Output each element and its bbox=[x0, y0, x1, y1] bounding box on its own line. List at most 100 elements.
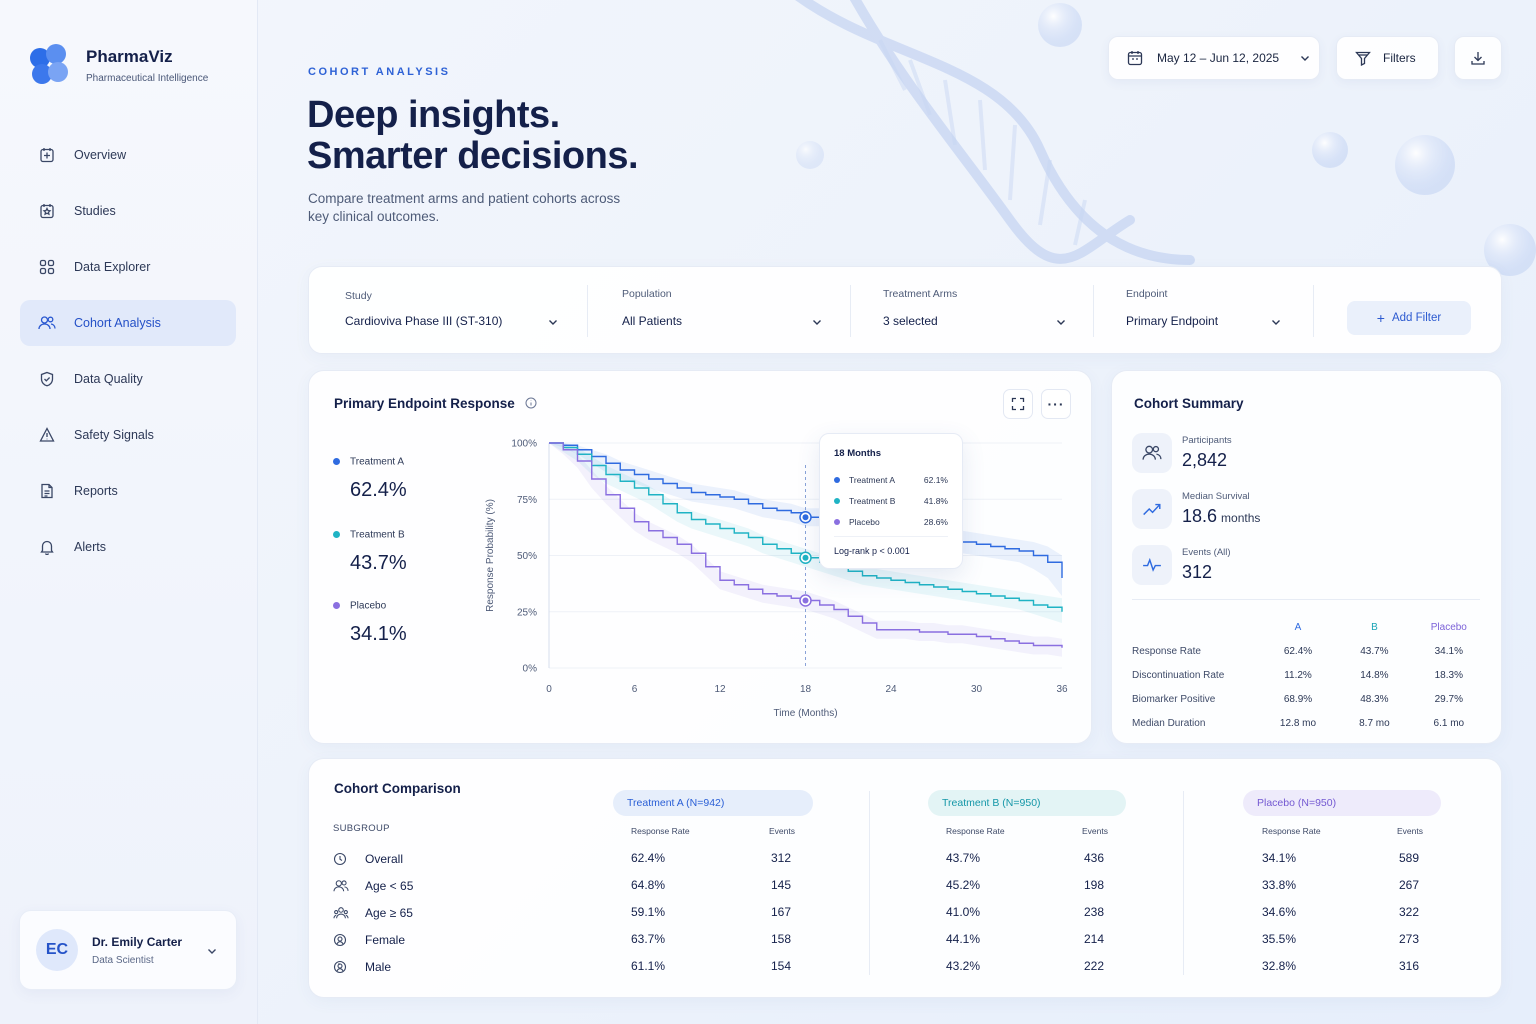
x-tick-label: 6 bbox=[632, 684, 638, 695]
calendar-icon bbox=[1127, 50, 1143, 66]
download-button[interactable] bbox=[1454, 36, 1502, 80]
summary-row-label: Response Rate bbox=[1132, 645, 1201, 657]
filter-label: Endpoint bbox=[1126, 288, 1168, 300]
hover-point bbox=[802, 597, 809, 604]
stat-value: 2,842 bbox=[1182, 450, 1232, 471]
sidebar-item-reports[interactable]: Reports bbox=[20, 468, 236, 514]
add-filter-button[interactable]: + Add Filter bbox=[1347, 301, 1471, 335]
response-rate-cell: 32.8% bbox=[1262, 959, 1297, 973]
study-filter[interactable]: Study Cardioviva Phase III (ST-310) bbox=[345, 267, 565, 355]
summary-cell: 43.7% bbox=[1360, 645, 1389, 657]
expand-icon bbox=[1011, 397, 1025, 411]
events-cell: 267 bbox=[1399, 878, 1420, 892]
expand-button[interactable] bbox=[1003, 389, 1033, 419]
filters-label: Filters bbox=[1383, 51, 1416, 65]
subgroup-label: Male bbox=[365, 960, 392, 974]
legend-dot bbox=[834, 476, 840, 483]
stat-label: Events (All) bbox=[1182, 547, 1231, 558]
legend-dot bbox=[333, 602, 340, 610]
events-cell: 316 bbox=[1399, 959, 1420, 973]
trend-up-icon bbox=[1132, 489, 1172, 529]
tooltip-row: Placebo 28.6% bbox=[834, 511, 948, 532]
sidebar-item-data-explorer[interactable]: Data Explorer bbox=[20, 244, 236, 290]
column-header: Response Rate bbox=[631, 826, 690, 836]
legend-name: Treatment A bbox=[350, 456, 405, 468]
sidebar-item-alerts[interactable]: Alerts bbox=[20, 524, 236, 570]
legend-item-treatment-a: Treatment A 62.4% bbox=[333, 453, 407, 502]
summary-cell: 68.9% bbox=[1283, 693, 1313, 705]
table-row[interactable]: Female bbox=[333, 931, 405, 949]
more-options-button[interactable]: ··· bbox=[1041, 389, 1071, 419]
brand[interactable]: PharmaViz Pharmaceutical Intelligence bbox=[30, 44, 208, 86]
table-row[interactable]: Age < 65 bbox=[333, 877, 413, 895]
tooltip-row: Treatment A 62.1% bbox=[834, 469, 948, 490]
filters-button[interactable]: Filters bbox=[1336, 36, 1439, 80]
stat-value: 18.6 months bbox=[1182, 506, 1260, 527]
column-header-placebo: Placebo bbox=[1430, 621, 1467, 633]
survival-chart[interactable]: 0% 25% 50% 75% 100% 0 6 12 18 24 30 36 Time (Months)… bbox=[309, 371, 1093, 745]
bell-icon bbox=[38, 538, 56, 556]
sidebar-item-studies[interactable]: Studies bbox=[20, 188, 236, 234]
events-cell: 154 bbox=[771, 959, 792, 973]
shield-check-icon bbox=[38, 370, 56, 388]
series-line-1 bbox=[549, 442, 1063, 578]
events-cell: 167 bbox=[771, 905, 792, 919]
filter-label: Population bbox=[622, 288, 672, 300]
response-rate-cell: 43.7% bbox=[946, 851, 981, 865]
divider bbox=[587, 285, 588, 337]
sidebar-item-label: Overview bbox=[74, 148, 127, 162]
divider bbox=[1093, 285, 1094, 337]
alert-icon bbox=[38, 426, 56, 444]
sidebar-item-cohort-analysis[interactable]: Cohort Analysis bbox=[20, 300, 236, 346]
card-title: Primary Endpoint Response bbox=[334, 396, 537, 412]
brand-tagline: Pharmaceutical Intelligence bbox=[86, 72, 209, 84]
stat-value: 312 bbox=[1182, 562, 1231, 583]
users-icon bbox=[1132, 433, 1172, 473]
events-cell: 589 bbox=[1399, 851, 1420, 865]
response-rate-cell: 45.2% bbox=[946, 878, 981, 892]
x-tick-label: 18 bbox=[800, 684, 812, 695]
filter-value: All Patients bbox=[622, 314, 683, 328]
response-rate-cell: 43.2% bbox=[946, 959, 981, 973]
x-tick-label: 30 bbox=[971, 684, 983, 695]
sidebar-item-overview[interactable]: Overview bbox=[20, 132, 236, 178]
sidebar-item-label: Safety Signals bbox=[74, 428, 154, 442]
events-cell: 273 bbox=[1399, 932, 1420, 946]
subgroup-label: Female bbox=[365, 933, 406, 947]
filter-value: Cardioviva Phase III (ST-310) bbox=[345, 314, 503, 328]
brand-name: PharmaViz bbox=[86, 46, 173, 66]
users-icon bbox=[333, 879, 351, 893]
endpoint-filter[interactable]: Endpoint Primary Endpoint bbox=[1126, 267, 1296, 355]
grid-icon bbox=[38, 258, 56, 276]
avatar: EC bbox=[36, 929, 78, 971]
sidebar-item-data-quality[interactable]: Data Quality bbox=[20, 356, 236, 402]
tooltip-title: 18 Months bbox=[834, 448, 881, 459]
page-title: Deep insights. Smarter decisions. bbox=[307, 95, 639, 177]
brand-logo-icon bbox=[30, 44, 72, 86]
chevron-down-icon bbox=[811, 315, 823, 333]
response-rate-cell: 64.8% bbox=[631, 878, 666, 892]
group-header-placebo: Placebo (N=950) bbox=[1243, 790, 1441, 816]
sidebar-item-label: Data Quality bbox=[74, 372, 143, 386]
info-icon[interactable] bbox=[525, 397, 537, 412]
male-icon bbox=[333, 960, 351, 974]
response-chart-card: Primary Endpoint Response ··· Treatment … bbox=[308, 370, 1092, 744]
sidebar-item-safety-signals[interactable]: Safety Signals bbox=[20, 412, 236, 458]
summary-cell: 62.4% bbox=[1283, 645, 1313, 657]
user-profile-card[interactable]: EC Dr. Emily Carter Data Scientist bbox=[19, 910, 237, 990]
population-filter[interactable]: Population All Patients bbox=[622, 267, 832, 355]
date-range-picker[interactable]: May 12 – Jun 12, 2025 bbox=[1108, 36, 1320, 80]
table-row[interactable]: Male bbox=[333, 958, 391, 976]
events-cell: 436 bbox=[1084, 851, 1105, 865]
table-row[interactable]: Age ≥ 65 bbox=[333, 904, 413, 922]
column-header-b: B bbox=[1371, 621, 1378, 633]
y-tick-label: 0% bbox=[523, 664, 538, 675]
tooltip-row: Treatment B 41.8% bbox=[834, 490, 948, 511]
chevron-down-icon[interactable] bbox=[206, 944, 218, 962]
events-cell: 145 bbox=[771, 878, 792, 892]
table-row[interactable]: Overall bbox=[333, 850, 403, 868]
stat-label: Participants bbox=[1182, 435, 1232, 446]
response-rate-cell: 61.1% bbox=[631, 959, 666, 973]
divider bbox=[1313, 285, 1314, 337]
treatment-arms-filter[interactable]: Treatment Arms 3 selected bbox=[883, 267, 1073, 355]
